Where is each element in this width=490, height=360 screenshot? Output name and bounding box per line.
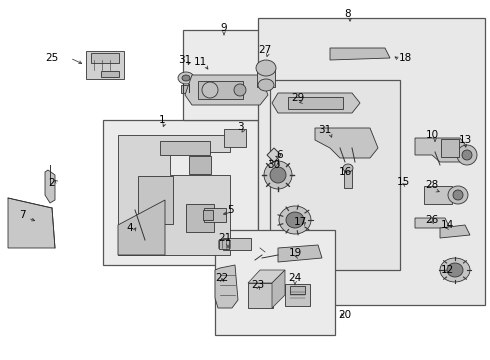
Text: 28: 28 (425, 180, 439, 190)
Polygon shape (267, 148, 281, 162)
Ellipse shape (453, 190, 463, 200)
Text: 17: 17 (294, 217, 307, 227)
Bar (86, 51, 124, 79)
Text: 31: 31 (318, 125, 332, 135)
Bar (257, 69, 275, 87)
Ellipse shape (202, 82, 218, 98)
Ellipse shape (447, 263, 463, 277)
Bar (223, 238, 251, 250)
Bar (183, 30, 283, 120)
Bar (181, 85, 191, 93)
Text: 19: 19 (289, 248, 302, 258)
Polygon shape (248, 270, 285, 283)
Ellipse shape (279, 206, 311, 234)
Ellipse shape (182, 75, 190, 81)
Bar (138, 176, 172, 224)
Text: 3: 3 (237, 122, 244, 132)
Polygon shape (415, 218, 450, 228)
Bar (285, 284, 310, 306)
Text: 29: 29 (292, 93, 305, 103)
Polygon shape (272, 93, 360, 113)
Polygon shape (415, 138, 468, 162)
Text: 5: 5 (227, 205, 233, 215)
Polygon shape (278, 245, 322, 262)
Polygon shape (330, 48, 390, 60)
Text: 30: 30 (268, 160, 281, 170)
Bar (197, 81, 243, 99)
Text: 14: 14 (441, 220, 454, 230)
Text: 21: 21 (219, 233, 232, 243)
Bar (189, 156, 211, 174)
Ellipse shape (234, 84, 246, 96)
Text: 22: 22 (216, 273, 229, 283)
Text: 2: 2 (49, 178, 55, 188)
Polygon shape (118, 135, 230, 255)
Bar (215, 230, 335, 335)
Text: 25: 25 (46, 53, 59, 63)
Polygon shape (45, 170, 55, 203)
Text: 20: 20 (339, 310, 351, 320)
Bar (224, 129, 246, 147)
Bar (103, 120, 258, 265)
Polygon shape (315, 128, 378, 158)
Ellipse shape (457, 145, 477, 165)
Bar (204, 208, 226, 222)
Text: 1: 1 (159, 115, 165, 125)
Text: 6: 6 (277, 150, 283, 160)
Text: 31: 31 (178, 55, 192, 65)
Bar (101, 71, 119, 77)
Ellipse shape (270, 167, 286, 183)
Ellipse shape (178, 72, 194, 84)
Ellipse shape (448, 186, 468, 204)
Text: 11: 11 (194, 57, 207, 67)
Polygon shape (440, 225, 470, 238)
Ellipse shape (286, 212, 304, 228)
Ellipse shape (462, 150, 472, 160)
Ellipse shape (343, 164, 353, 172)
Text: 26: 26 (425, 215, 439, 225)
Text: 13: 13 (458, 135, 472, 145)
Text: 16: 16 (339, 167, 352, 177)
Text: 10: 10 (425, 130, 439, 140)
Bar (441, 139, 459, 157)
Polygon shape (118, 200, 165, 255)
Bar (247, 283, 272, 307)
Bar (91, 53, 119, 63)
Ellipse shape (258, 79, 274, 91)
Ellipse shape (264, 161, 292, 189)
Bar (219, 239, 229, 249)
Bar (344, 168, 352, 188)
Bar (160, 141, 210, 155)
Text: 23: 23 (251, 280, 265, 290)
Text: 24: 24 (289, 273, 302, 283)
Text: 8: 8 (344, 9, 351, 19)
Ellipse shape (440, 258, 470, 282)
Text: 15: 15 (396, 177, 410, 187)
Text: 4: 4 (127, 223, 133, 233)
Bar (270, 80, 400, 270)
Bar (290, 286, 304, 294)
Polygon shape (215, 265, 238, 308)
Polygon shape (272, 270, 285, 308)
Text: 12: 12 (441, 265, 454, 275)
Text: 27: 27 (258, 45, 271, 55)
Bar (288, 97, 343, 109)
Ellipse shape (256, 60, 276, 76)
Text: 18: 18 (398, 53, 412, 63)
Text: 7: 7 (19, 210, 25, 220)
Bar (258, 18, 485, 305)
Bar (424, 186, 452, 204)
Polygon shape (8, 198, 55, 248)
Bar (186, 204, 214, 232)
Bar (203, 210, 213, 220)
Polygon shape (185, 75, 268, 105)
Text: 9: 9 (220, 23, 227, 33)
